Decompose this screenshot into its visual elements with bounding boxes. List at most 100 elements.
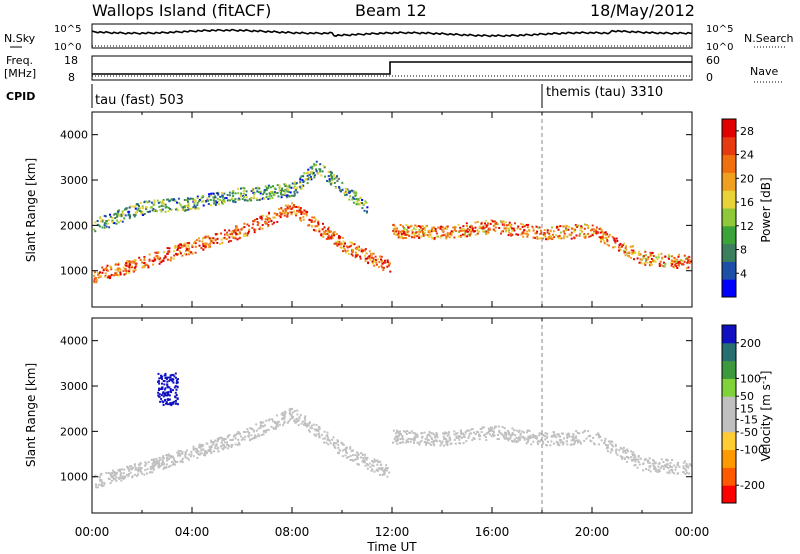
- scatter-cell: [262, 193, 264, 196]
- scatter-cell: [544, 236, 547, 239]
- scatter-cell: [476, 229, 479, 232]
- scatter-cell: [109, 474, 112, 477]
- scatter-cell: [364, 461, 366, 464]
- scatter-cell: [257, 433, 260, 436]
- scatter-cell: [219, 436, 222, 439]
- scatter-cell: [165, 401, 168, 404]
- scatter-cell: [302, 181, 305, 183]
- scatter-cell: [634, 455, 637, 458]
- scatter-cell: [394, 225, 397, 228]
- scatter-cell: [355, 198, 358, 201]
- scatter-cell: [522, 223, 525, 226]
- scatter-cell: [431, 438, 433, 440]
- scatter-cell: [159, 260, 162, 263]
- scatter-cell: [443, 432, 446, 435]
- scatter-cell: [116, 219, 118, 222]
- scatter-cell: [500, 232, 502, 235]
- scatter-cell: [246, 199, 249, 202]
- scatter-cell: [145, 263, 148, 266]
- scatter-cell: [162, 467, 165, 470]
- scatter-cell: [233, 199, 236, 202]
- scatter-cell: [125, 264, 128, 267]
- scatter-cell: [647, 468, 650, 471]
- scatter-cell: [604, 437, 607, 440]
- scatter-cell: [275, 192, 277, 195]
- scatter-cell: [144, 461, 147, 464]
- scatter-cell: [570, 231, 573, 234]
- scatter-cell: [149, 471, 151, 474]
- scatter-cell: [244, 198, 247, 201]
- scatter-cell: [313, 220, 316, 223]
- scatter-cell: [234, 230, 237, 233]
- scatter-cell: [546, 432, 549, 435]
- scatter-cell: [345, 188, 348, 191]
- scatter-cell: [378, 473, 381, 476]
- scatter-cell: [561, 440, 564, 443]
- scatter-cell: [490, 429, 493, 431]
- scatter-cell: [414, 433, 417, 436]
- scatter-cell: [286, 196, 289, 199]
- scatter-cell: [406, 231, 409, 234]
- scatter-cell: [346, 456, 348, 459]
- scatter-cell: [349, 446, 352, 449]
- scatter-cell: [242, 437, 244, 440]
- scatter-cell: [629, 256, 632, 259]
- scatter-cell: [291, 207, 294, 210]
- scatter-cell: [447, 233, 450, 236]
- scatter-cell: [355, 451, 358, 454]
- scatter-cell: [489, 433, 492, 436]
- scatter-cell: [359, 201, 362, 204]
- y-tick-label: 1000: [60, 265, 88, 278]
- scatter-cell: [427, 439, 430, 442]
- scatter-cell: [689, 464, 692, 467]
- scatter-cell: [611, 440, 614, 443]
- scatter-cell: [210, 192, 213, 195]
- scatter-cell: [478, 226, 481, 229]
- scatter-cell: [330, 175, 333, 178]
- scatter-cell: [352, 196, 355, 199]
- scatter-cell: [214, 233, 217, 236]
- scatter-cell: [293, 419, 296, 422]
- scatter-cell: [167, 453, 170, 456]
- scatter-cell: [279, 216, 282, 219]
- scatter-cell: [166, 380, 169, 383]
- scatter-cell: [285, 209, 288, 211]
- scatter-cell: [624, 251, 627, 253]
- scatter-cell: [508, 229, 510, 232]
- scatter-cell: [614, 443, 617, 446]
- scatter-cell: [381, 473, 384, 476]
- scatter-cell: [279, 211, 282, 214]
- scatter-cell: [613, 237, 616, 240]
- scatter-cell: [462, 442, 465, 445]
- scatter-cell: [526, 437, 529, 440]
- scatter-cell: [600, 228, 603, 231]
- scatter-cell: [625, 456, 628, 458]
- scatter-cell: [186, 248, 189, 251]
- scatter-cell: [260, 434, 263, 436]
- scatter-cell: [323, 166, 326, 169]
- scatter-cell: [166, 247, 169, 250]
- scatter-cell: [186, 457, 189, 460]
- scatter-cell: [240, 193, 243, 196]
- scatter-cell: [446, 227, 449, 230]
- scatter-cell: [153, 468, 156, 471]
- scatter-cell: [393, 438, 396, 440]
- scatter-cell: [168, 394, 171, 397]
- scatter-cell: [324, 437, 327, 440]
- scatter-cell: [563, 437, 565, 440]
- scatter-cell: [654, 260, 657, 263]
- scatter-cell: [601, 236, 604, 239]
- scatter-cell: [101, 271, 104, 274]
- scatter-cell: [597, 433, 600, 436]
- scatter-cell: [201, 194, 204, 197]
- scatter-cell: [662, 465, 665, 468]
- scatter-cell: [420, 226, 422, 229]
- scatter-cell: [120, 472, 123, 475]
- scatter-cell: [193, 242, 196, 244]
- scatter-cell: [330, 237, 333, 240]
- scatter-cell: [532, 227, 535, 230]
- scatter-cell: [652, 255, 655, 257]
- y-tick-label: 4000: [60, 129, 88, 142]
- scatter-cell: [526, 233, 529, 235]
- scatter-cell: [169, 259, 172, 262]
